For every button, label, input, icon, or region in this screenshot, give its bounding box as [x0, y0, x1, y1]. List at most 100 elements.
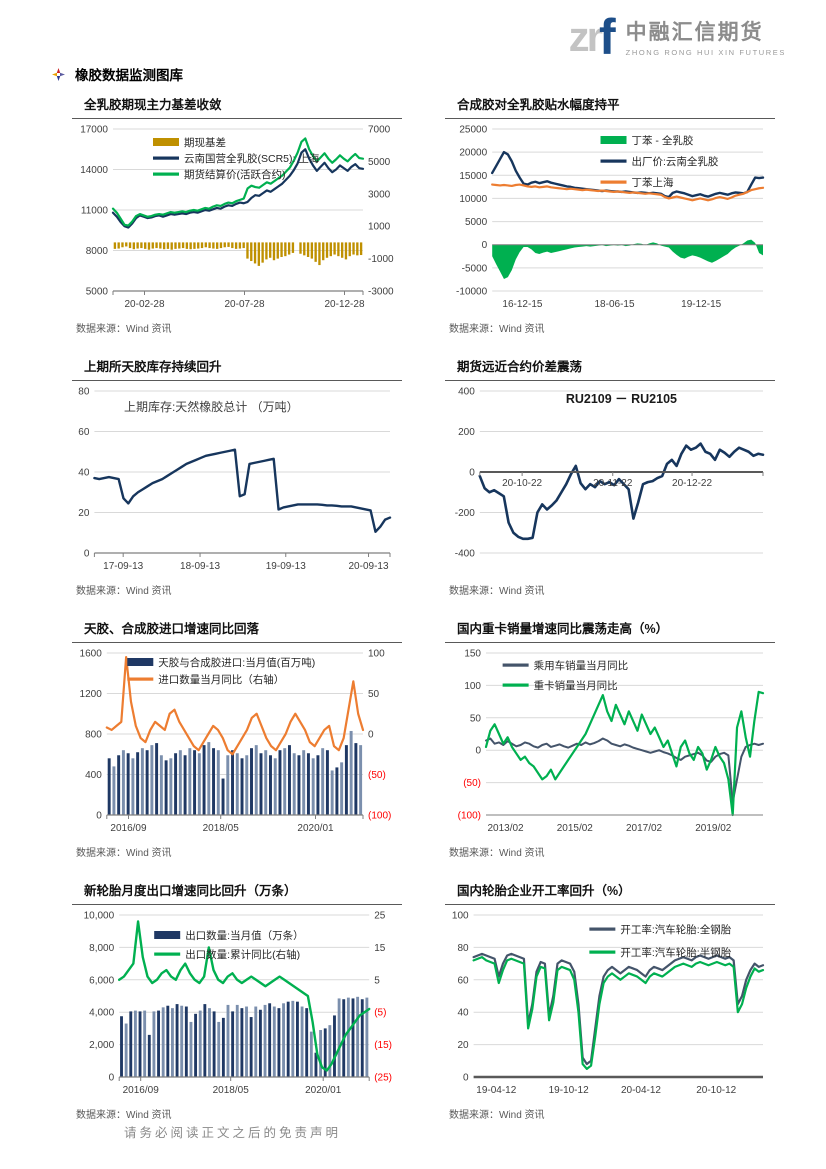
svg-text:2,000: 2,000: [89, 1040, 114, 1051]
svg-text:0: 0: [469, 468, 475, 479]
svg-text:(50): (50): [463, 778, 481, 789]
svg-text:20-09-13: 20-09-13: [349, 561, 389, 572]
svg-text:100: 100: [368, 649, 385, 660]
svg-text:50: 50: [368, 689, 380, 700]
svg-text:2013/02: 2013/02: [487, 823, 524, 834]
svg-text:出厂价:云南全乳胶: 出厂价:云南全乳胶: [632, 155, 719, 168]
svg-text:60: 60: [78, 427, 90, 438]
logo-f-letter: f: [598, 8, 616, 65]
svg-text:17000: 17000: [80, 125, 108, 136]
company-name-cn: 中融汇信期货: [625, 21, 764, 44]
svg-text:-400: -400: [455, 549, 475, 560]
chart-canvas-tire-exports: 10,000 8,000 6,000 4,000 2,000 0 25 15 5 (5) (15) (…: [84, 911, 392, 1097]
svg-text:200: 200: [458, 427, 475, 438]
series-export-cum-yoy: [118, 920, 371, 1072]
pinwheel-icon: [52, 67, 65, 81]
svg-text:0: 0: [482, 240, 488, 251]
svg-text:400: 400: [85, 770, 102, 781]
svg-text:(25): (25): [374, 1073, 392, 1084]
svg-text:150: 150: [464, 649, 481, 660]
chart-card-truck-sales: 国内重卡销量增速同比震荡走高（%） 150 100 50 0 (50) (100) 2013…: [445, 616, 775, 859]
chart-canvas-inventory: 80 60 40 20 0 17-09-13 18-09-13 19-09-13 20-09-1…: [78, 387, 392, 572]
chart-grid: 全乳胶期现主力基差收敛 17000 14000 11000 8000 5000 7000 5…: [72, 92, 775, 1121]
data-source: 数据来源：Wind 资讯: [449, 324, 545, 335]
svg-text:20-10-12: 20-10-12: [696, 1085, 736, 1096]
chart-imports: 1600 1200 800 400 0 100 50 0 (50) (100) 2016/09 201…: [72, 645, 402, 842]
series-ru-spread: [478, 442, 765, 541]
svg-text:8,000: 8,000: [89, 943, 114, 954]
series-full-steel-rate: [472, 952, 765, 1066]
svg-text:2015/02: 2015/02: [557, 823, 594, 834]
series-passenger-car-yoy: [485, 737, 764, 804]
svg-text:2019/02: 2019/02: [695, 823, 732, 834]
series-spread-area: [492, 239, 763, 279]
series-spot: [111, 148, 365, 229]
chart-canvas-calendar-spread: 400 200 0 -200 -400 20-10-22 20-11-22 20-12-22 R…: [455, 387, 765, 560]
series-import-yoy: [105, 655, 365, 756]
svg-text:开工率:汽车轮胎:全钢胎: 开工率:汽车轮胎:全钢胎: [620, 923, 731, 936]
logo-zr-letters: zr: [568, 12, 603, 60]
svg-text:50: 50: [470, 713, 482, 724]
svg-text:(100): (100): [458, 811, 481, 822]
svg-text:15000: 15000: [459, 171, 487, 182]
svg-text:20-02-28: 20-02-28: [124, 299, 164, 310]
svg-text:4,000: 4,000: [89, 1008, 114, 1019]
svg-text:2016/09: 2016/09: [123, 1085, 160, 1096]
svg-text:20: 20: [457, 1040, 469, 1051]
chart-canvas-truck-sales: 150 100 50 0 (50) (100) 2013/02 2015/02 2017/02 2…: [458, 649, 765, 834]
svg-text:25000: 25000: [459, 125, 487, 136]
svg-text:20-12-22: 20-12-22: [672, 478, 712, 489]
svg-text:40: 40: [457, 1008, 469, 1019]
series-shfe-stock: [93, 448, 392, 533]
chart-basis: 17000 14000 11000 8000 5000 7000 5000 3000 1000 -…: [72, 121, 402, 318]
chart-truck-sales: 150 100 50 0 (50) (100) 2013/02 2015/02 2017/02 2…: [445, 645, 775, 842]
data-source: 数据来源：Wind 资讯: [449, 848, 545, 859]
chart-card-imports: 天胶、合成胶进口增速同比回落 1600 1200 800 400 0 100 50 0 (50)…: [72, 616, 402, 859]
svg-text:400: 400: [458, 387, 475, 398]
svg-text:出口数量:累计同比(右轴): 出口数量:累计同比(右轴): [185, 948, 300, 961]
svg-text:0: 0: [368, 730, 374, 741]
series-import-bars: [107, 730, 363, 815]
data-source: 数据来源：Wind 资讯: [76, 848, 172, 859]
chart-operating-rate: 100 80 60 40 20 0 19-04-12 19-10-12 20-04-12 20-1…: [445, 907, 775, 1104]
data-source: 数据来源：Wind 资讯: [449, 586, 545, 597]
svg-text:2020/01: 2020/01: [297, 823, 334, 834]
svg-text:乘用车销量当月同比: 乘用车销量当月同比: [534, 659, 629, 672]
svg-text:10000: 10000: [459, 194, 487, 205]
chart-title: 天胶、合成胶进口增速同比回落: [72, 616, 402, 643]
chart-calendar-spread: 400 200 0 -200 -400 20-10-22 20-11-22 20-12-22 R…: [445, 383, 775, 580]
series-futures: [111, 137, 365, 227]
data-source: 数据来源：Wind 资讯: [449, 1110, 545, 1121]
svg-text:800: 800: [85, 730, 102, 741]
svg-text:20-04-12: 20-04-12: [621, 1085, 661, 1096]
chart-canvas-basis: 17000 14000 11000 8000 5000 7000 5000 3000 1000 -…: [80, 125, 394, 311]
svg-text:3000: 3000: [368, 189, 391, 200]
svg-text:5000: 5000: [86, 287, 109, 298]
section-header: 橡胶数据监测图库: [52, 64, 183, 84]
svg-text:2016/09: 2016/09: [110, 823, 147, 834]
chart-inventory: 80 60 40 20 0 17-09-13 18-09-13 19-09-13 20-09-1…: [72, 383, 402, 580]
svg-text:开工率:汽车轮胎:半钢胎: 开工率:汽车轮胎:半钢胎: [620, 946, 731, 959]
svg-text:(100): (100): [368, 811, 391, 822]
svg-text:60: 60: [457, 975, 469, 986]
svg-text:19-10-12: 19-10-12: [549, 1085, 589, 1096]
svg-text:11000: 11000: [81, 206, 109, 217]
svg-text:-5000: -5000: [462, 263, 488, 274]
svg-text:丁苯上海: 丁苯上海: [632, 176, 674, 189]
chart-title: 合成胶对全乳胶贴水幅度持平: [445, 92, 775, 119]
chart-card-synthetic-spread: 合成胶对全乳胶贴水幅度持平 25000 20000 15000 10000 5000 0 -…: [445, 92, 775, 335]
data-source: 数据来源：Wind 资讯: [76, 586, 172, 597]
logo-text: 中融汇信期货 ZHONG RONG HUI XIN FUTURES: [626, 16, 786, 57]
svg-text:1600: 1600: [80, 649, 103, 660]
svg-text:-3000: -3000: [368, 287, 394, 298]
svg-text:100: 100: [464, 681, 481, 692]
disclaimer-text: 请务必阅读正文之后的免责声明: [124, 1126, 342, 1140]
svg-text:18-06-15: 18-06-15: [595, 299, 635, 310]
series-factory-price: [491, 150, 765, 199]
svg-text:出口数量:当月值（万条）: 出口数量:当月值（万条）: [185, 929, 303, 942]
data-source: 数据来源：Wind 资讯: [76, 1110, 172, 1121]
series-styrene-shanghai: [491, 183, 765, 202]
chart-card-inventory: 上期所天胶库存持续回升 80 60 40 20 0 17-09-13 18-09-13 19-…: [72, 354, 402, 597]
data-source: 数据来源：Wind 资讯: [76, 324, 172, 335]
series-basis-bars: [113, 242, 363, 266]
